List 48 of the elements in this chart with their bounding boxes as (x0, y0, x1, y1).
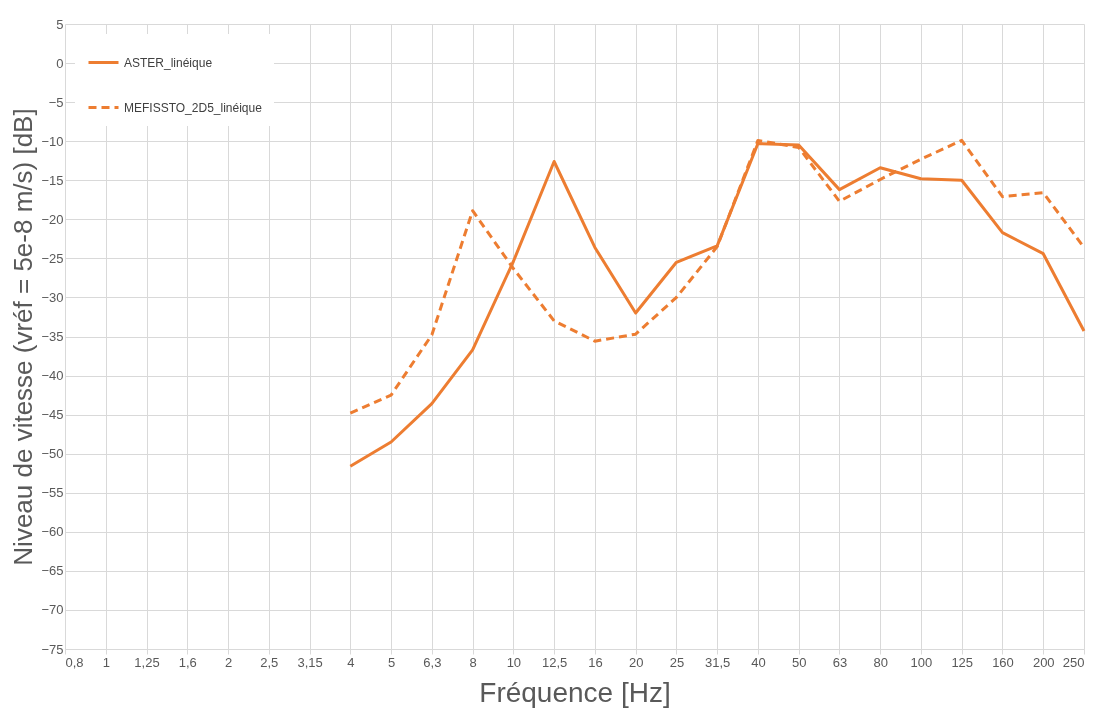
line-series (348, 142, 1086, 468)
x-tick-label: 160 (992, 654, 1014, 670)
y-tick-label: −65 (41, 563, 64, 579)
x-tick-label: 50 (791, 654, 807, 670)
legend-label: MEFISSTO_2D5_linéique (124, 100, 263, 115)
y-tick-label: −10 (41, 133, 64, 149)
x-tick-label: 100 (910, 654, 933, 670)
x-tick-label: 12,5 (541, 654, 568, 670)
y-axis-title: Niveau de vitesse (vréf = 5e-8 m/s) [dB] (8, 108, 39, 566)
x-tick-label: 200 (1032, 654, 1055, 670)
y-tick-label: −40 (41, 368, 64, 384)
legend-label: ASTER_linéique (124, 55, 213, 70)
x-tick-label: 1 (102, 654, 110, 670)
x-tick-label: 20 (628, 654, 644, 670)
x-tick-label: 25 (669, 654, 685, 670)
x-axis-title: Fréquence [Hz] (479, 676, 671, 708)
y-tick-label: 5 (56, 16, 64, 32)
y-tick-label: −35 (41, 329, 64, 344)
y-tick-label: −75 (41, 641, 64, 657)
x-tick-label: 31,5 (705, 654, 731, 670)
x-tick-label: 125 (951, 654, 974, 670)
x-tick-label: 3,15 (297, 654, 323, 670)
y-tick-label: −70 (41, 602, 64, 618)
x-tick-label: 6,3 (423, 654, 442, 670)
x-tick-label: 63 (832, 654, 848, 670)
y-tick-label: −15 (41, 172, 64, 188)
x-tick-label: 0,8 (65, 654, 84, 670)
y-tick-label: −30 (41, 289, 64, 305)
x-tick-label: 5 (387, 654, 396, 670)
y-tick-label: −20 (41, 211, 64, 227)
x-tick-label: 8 (469, 654, 477, 670)
x-tick-label: 4 (347, 654, 355, 670)
x-tick-label: 1,25 (134, 654, 160, 670)
x-tick-label: 40 (751, 654, 766, 670)
y-tick-label: −60 (41, 524, 64, 540)
y-tick-label: −5 (48, 94, 64, 110)
x-tick-label: 80 (873, 654, 888, 670)
y-tick-label: −45 (41, 407, 64, 423)
y-tick-label: −50 (41, 446, 64, 462)
y-tick-label: −25 (41, 250, 64, 266)
x-tick-label: 1,6 (178, 654, 197, 670)
x-tick-label: 250 (1062, 654, 1085, 670)
y-tick-label: −55 (41, 485, 64, 501)
x-tick-label: 2,5 (260, 654, 279, 670)
x-tick-label: 10 (506, 654, 522, 670)
x-tick-label: 2 (224, 654, 233, 670)
x-tick-label: 16 (588, 654, 603, 670)
y-tick-label: 0 (56, 55, 64, 71)
